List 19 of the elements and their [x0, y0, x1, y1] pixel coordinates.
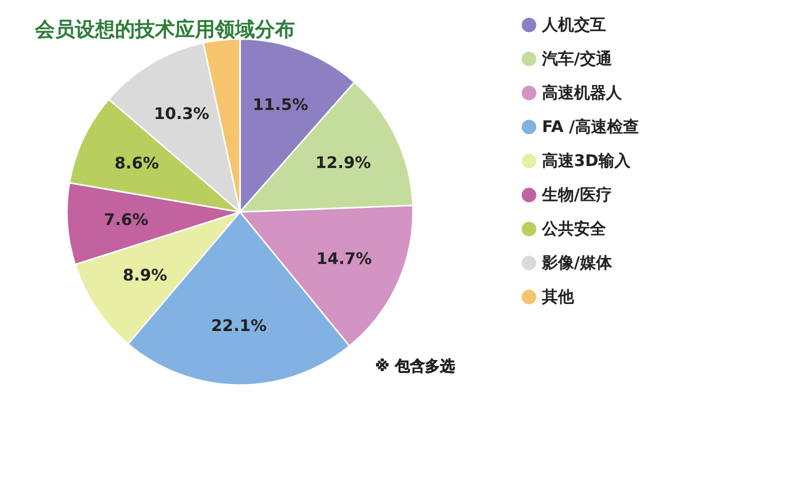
- legend-label: 影像/媒体: [541, 253, 613, 272]
- legend-label: 其他: [541, 287, 575, 306]
- data-label: 12.9%: [315, 153, 371, 172]
- text: ※ 包含多选: [375, 357, 455, 375]
- data-label: 10.3%: [154, 104, 210, 123]
- legend-label: FA /高速检查: [542, 117, 639, 136]
- data-label: 7.6%: [104, 210, 148, 229]
- legend-label: 汽车/交通: [541, 49, 613, 68]
- legend-label: 人机交互: [541, 15, 606, 34]
- legend-label: 高速机器人: [542, 83, 623, 102]
- chart-title: 会员设想的技术应用领域分布: [34, 17, 295, 41]
- legend-label: 生物/医疗: [541, 185, 612, 204]
- data-label: 11.5%: [252, 95, 308, 114]
- data-label: 22.1%: [211, 316, 267, 336]
- legend-label: 高速3D输入: [542, 151, 632, 170]
- legend-label: 公共安全: [541, 219, 607, 238]
- data-label: 8.6%: [114, 153, 159, 172]
- data-label: 14.7%: [316, 248, 372, 268]
- data-label: 8.9%: [122, 265, 168, 284]
